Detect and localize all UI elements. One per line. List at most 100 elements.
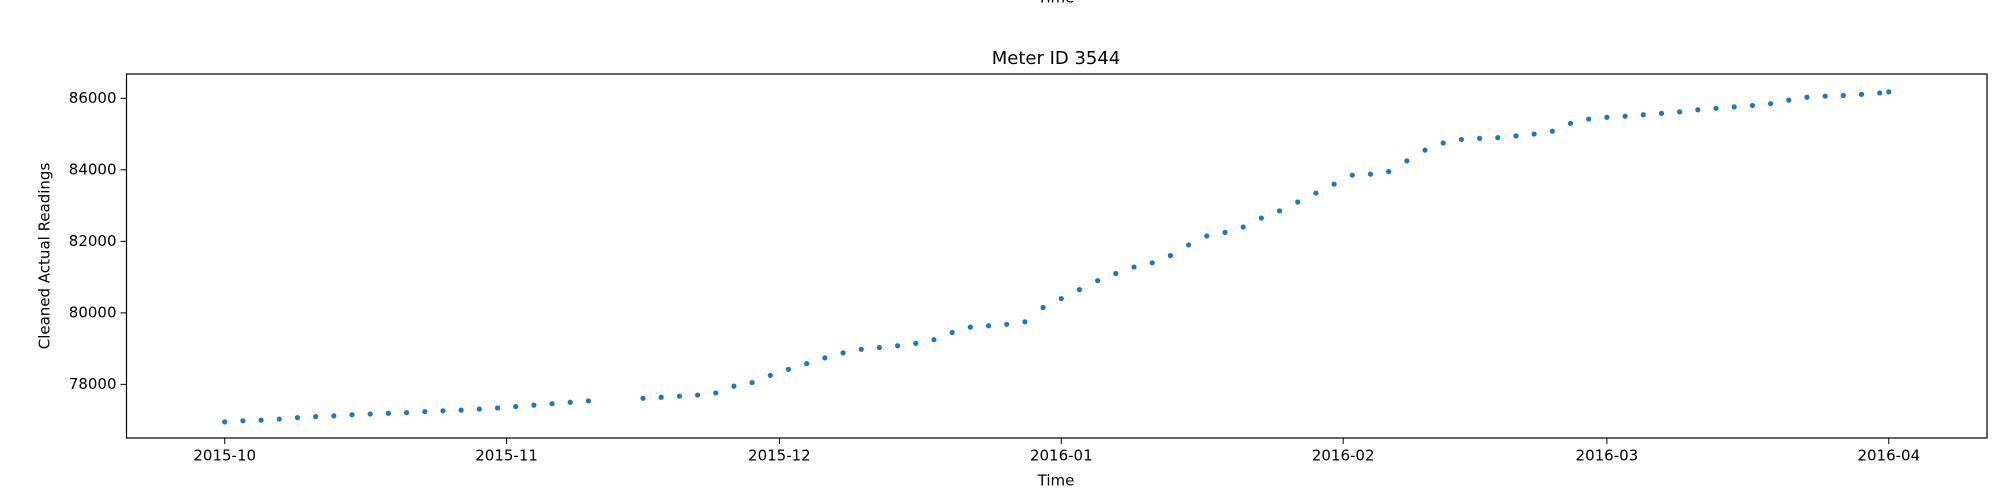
data-point [1131, 264, 1137, 270]
data-point [749, 379, 755, 386]
data-point [513, 403, 519, 410]
data-point [1458, 136, 1465, 143]
data-point [1495, 135, 1501, 141]
data-point [1204, 233, 1210, 239]
data-point [876, 344, 883, 351]
data-point [731, 383, 737, 389]
x-tick-label: 2015-11 [475, 447, 538, 465]
data-point [1404, 158, 1410, 164]
y-tick-label: 84000 [69, 160, 117, 178]
data-point [476, 406, 482, 412]
data-point [458, 407, 464, 413]
data-point [949, 329, 955, 336]
data-point [585, 398, 592, 404]
data-point [258, 417, 264, 423]
data-point [1822, 93, 1828, 99]
x-tick-label: 2016-01 [1030, 447, 1093, 465]
data-point [767, 372, 773, 379]
data-point [1677, 109, 1683, 115]
x-tick-label: 2015-12 [748, 447, 811, 465]
data-point [240, 418, 246, 424]
y-axis-label: Cleaned Actual Readings [36, 163, 54, 350]
data-point [1222, 229, 1228, 236]
data-point [549, 401, 555, 407]
data-point [1695, 107, 1701, 113]
data-point [858, 346, 864, 352]
data-point [1586, 116, 1592, 122]
data-point [1858, 91, 1865, 97]
data-point [1004, 321, 1010, 327]
data-point [1113, 270, 1119, 277]
data-point [531, 402, 537, 408]
data-point [1749, 102, 1755, 109]
data-point [349, 412, 355, 418]
data-point [713, 390, 719, 396]
data-point [567, 399, 573, 405]
x-tick-label: 2016-04 [1857, 447, 1920, 465]
x-tick-label: 2016-03 [1576, 447, 1639, 465]
data-point [1367, 171, 1374, 177]
data-point [1240, 224, 1246, 230]
data-point [822, 355, 828, 361]
data-point [494, 405, 501, 411]
data-point [276, 416, 282, 422]
data-point [1877, 90, 1883, 96]
data-point [1058, 295, 1064, 302]
x-tick-label: 2016-02 [1312, 447, 1375, 465]
data-point [985, 323, 992, 329]
data-point [313, 413, 319, 420]
data-point [1549, 128, 1555, 134]
data-point [1640, 112, 1646, 118]
data-point [294, 415, 301, 421]
data-point [1731, 104, 1737, 110]
data-point [1513, 133, 1519, 139]
data-point [694, 392, 701, 398]
data-point [1476, 135, 1483, 141]
data-point [1186, 242, 1192, 248]
y-tick-label: 82000 [69, 232, 117, 250]
data-point [967, 324, 973, 330]
data-point [1840, 92, 1846, 99]
data-point [1422, 147, 1428, 153]
data-point [1804, 94, 1810, 100]
data-point [913, 340, 919, 346]
data-point [1331, 181, 1337, 187]
data-point [1349, 172, 1355, 178]
data-point [1313, 190, 1319, 196]
data-point [1295, 199, 1301, 205]
plot-frame [125, 73, 1988, 439]
data-point [640, 395, 646, 401]
x-tick-label: 2015-10 [193, 447, 256, 465]
data-point [1658, 110, 1665, 116]
data-point [331, 413, 337, 419]
data-point [1258, 215, 1264, 221]
data-point [1713, 105, 1719, 111]
data-point [1022, 319, 1028, 325]
data-point [1440, 140, 1446, 146]
x-axis-label: Time [1037, 472, 1075, 490]
data-point [440, 408, 446, 414]
y-tick-label: 80000 [69, 303, 117, 321]
data-point [1622, 113, 1628, 119]
data-point [676, 393, 682, 399]
chart-title: Meter ID 3544 [992, 48, 1121, 69]
data-point [1149, 260, 1155, 266]
data-point [785, 366, 792, 372]
data-point [1095, 278, 1101, 284]
data-point [1386, 169, 1392, 175]
cropped-axis-label: Time [1037, 0, 1075, 7]
data-point [1076, 287, 1083, 293]
data-point [1767, 101, 1774, 107]
data-point [1531, 131, 1537, 137]
data-point [422, 408, 428, 415]
data-point [1886, 89, 1892, 95]
data-point [895, 343, 901, 349]
data-point [804, 361, 810, 367]
data-point [1786, 97, 1792, 103]
y-tick-label: 78000 [69, 375, 117, 393]
data-point [1604, 114, 1610, 120]
data-point [403, 410, 410, 416]
y-tick-label: 86000 [69, 89, 117, 107]
data-point [840, 350, 846, 356]
